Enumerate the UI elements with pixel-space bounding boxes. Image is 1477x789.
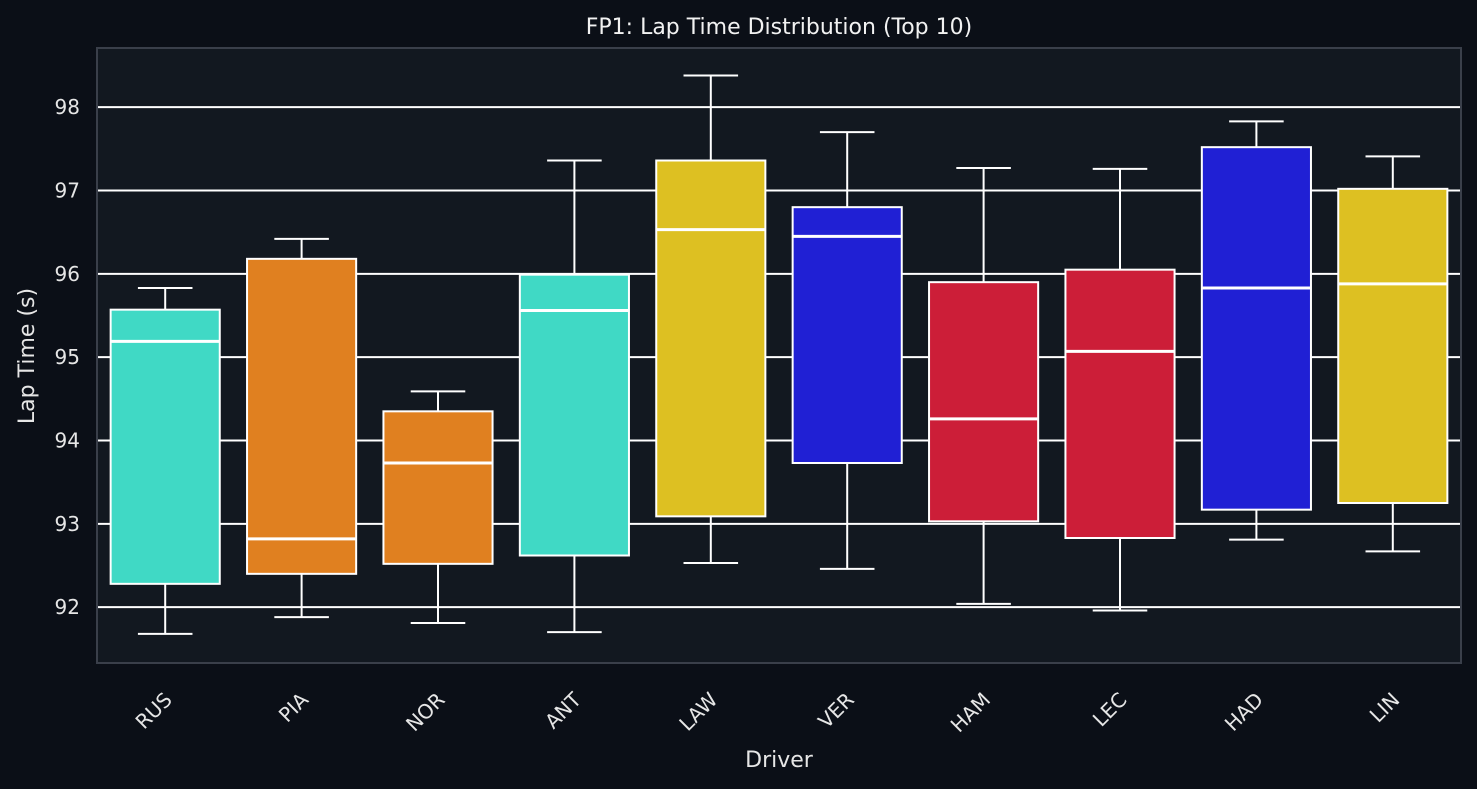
y-tick-label: 96 [55, 262, 80, 286]
y-tick-label: 97 [55, 179, 80, 203]
y-tick-label: 94 [55, 429, 80, 453]
iqr-box [246, 257, 358, 575]
y-tick-label: 93 [55, 512, 80, 536]
y-tick-label: 95 [55, 345, 80, 369]
box-nor [382, 390, 494, 624]
box-layer [109, 74, 1449, 635]
box-ver [791, 131, 903, 570]
box-pia [246, 237, 358, 619]
box-lec [1064, 167, 1176, 612]
y-tick-labels: 92 93 94 95 96 97 98 [55, 95, 80, 619]
iqr-box [382, 410, 494, 565]
iqr-box [1337, 187, 1449, 504]
y-tick-label: 98 [55, 95, 80, 119]
x-axis-label: Driver [745, 748, 814, 773]
box-lin [1337, 155, 1449, 553]
iqr-box [791, 206, 903, 464]
y-tick-label: 92 [55, 595, 80, 619]
box-law [655, 74, 767, 564]
iqr-box [655, 159, 767, 518]
box-ant [518, 159, 630, 634]
y-axis-label: Lap Time (s) [15, 288, 40, 424]
plot-frame [96, 47, 1462, 664]
iqr-box [1200, 146, 1312, 511]
iqr-box [109, 308, 221, 585]
box-had [1200, 120, 1312, 541]
iqr-box [1064, 268, 1176, 539]
box-rus [109, 287, 221, 635]
iqr-box [518, 273, 630, 557]
chart-title: FP1: Lap Time Distribution (Top 10) [586, 15, 972, 40]
iqr-box [928, 281, 1040, 523]
box-ham [928, 167, 1040, 605]
